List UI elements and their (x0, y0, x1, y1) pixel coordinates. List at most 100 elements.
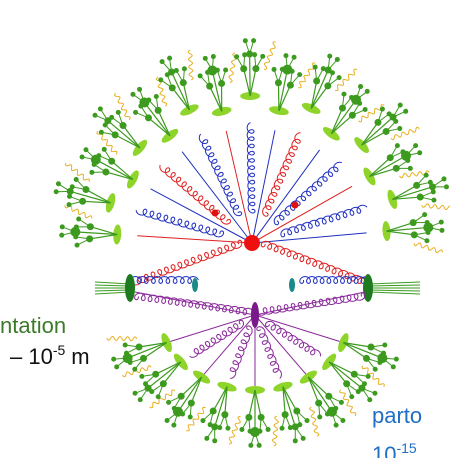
hadron (225, 426, 230, 431)
track (255, 292, 365, 315)
label-line: 10-15 (372, 440, 417, 458)
hadron (292, 55, 297, 60)
hadron (349, 394, 354, 399)
shower-graphics (54, 38, 450, 448)
hadron (426, 230, 431, 235)
hadron (293, 438, 298, 443)
hadron (102, 147, 107, 152)
hadron (372, 391, 377, 396)
track (210, 86, 222, 111)
track (368, 292, 420, 294)
hadron (325, 411, 330, 416)
track (331, 115, 352, 134)
label-line: ntation (0, 313, 66, 338)
photon (273, 416, 279, 446)
event-diagram: ntation – 10-5m parto 10-15 (0, 0, 450, 458)
hadron (109, 115, 114, 120)
track (86, 190, 111, 203)
hadron (408, 166, 413, 171)
track (135, 292, 255, 315)
hadron (356, 389, 361, 394)
hadron (431, 198, 436, 203)
hadron (313, 65, 318, 70)
hadron (60, 224, 65, 229)
beam-remnant (289, 278, 295, 292)
track (163, 362, 181, 384)
hadron (198, 73, 203, 78)
label-line: – 10-5m (10, 342, 90, 369)
track (386, 231, 414, 235)
hadron (96, 153, 101, 158)
hadron (365, 89, 370, 94)
hadron (234, 54, 239, 59)
hadron (248, 443, 253, 448)
photon (359, 105, 385, 122)
hadron (93, 113, 98, 118)
label-exponent: -15 (396, 440, 416, 456)
hadron (56, 181, 61, 186)
track (278, 83, 279, 111)
hadron (417, 150, 422, 155)
track (368, 285, 420, 286)
hadron (341, 92, 346, 97)
hadron (257, 443, 262, 448)
hadron (239, 427, 244, 432)
hadron (74, 177, 79, 182)
hadron (158, 77, 163, 82)
label-exponent: -5 (53, 342, 66, 358)
hadron (204, 436, 209, 441)
hadron (171, 423, 176, 428)
hadron (393, 119, 398, 124)
hadron (138, 397, 143, 402)
hadron (54, 189, 59, 194)
hadron (397, 126, 402, 131)
hard-process (244, 235, 260, 251)
gluon (230, 326, 252, 379)
hadron (266, 427, 271, 432)
hadron (172, 406, 177, 411)
gluon (190, 320, 244, 357)
hadron (132, 367, 137, 372)
hadron (166, 400, 171, 405)
track (250, 69, 256, 96)
hadron (366, 374, 371, 379)
gluon (136, 209, 224, 237)
track (244, 69, 250, 96)
track (95, 290, 130, 291)
gluon (199, 134, 242, 216)
hadron (154, 94, 159, 99)
hadron (394, 357, 399, 362)
hadron (243, 38, 248, 43)
hadron (174, 68, 179, 73)
hadron (146, 98, 151, 103)
hadron (367, 397, 372, 402)
hadron (116, 110, 121, 115)
photon (264, 42, 275, 70)
hadron (260, 54, 265, 59)
track (255, 315, 343, 343)
hadron (424, 238, 429, 243)
hadron (380, 107, 385, 112)
hadron (422, 212, 427, 217)
proton (125, 274, 135, 302)
gluon (132, 240, 242, 285)
hadron (358, 84, 363, 89)
track (368, 290, 420, 291)
track (279, 85, 290, 111)
photon (414, 243, 443, 253)
track (95, 282, 130, 284)
track (368, 282, 420, 284)
hadron (111, 357, 116, 362)
photon (422, 204, 450, 210)
hadron (327, 54, 332, 59)
hadron (305, 418, 310, 423)
hadron (357, 101, 362, 106)
hadron (137, 87, 142, 92)
gluon (247, 123, 255, 214)
label-unit: m (71, 344, 89, 369)
hadron (444, 184, 449, 189)
hadron (373, 367, 378, 372)
hadron (70, 184, 75, 189)
track (252, 130, 275, 243)
